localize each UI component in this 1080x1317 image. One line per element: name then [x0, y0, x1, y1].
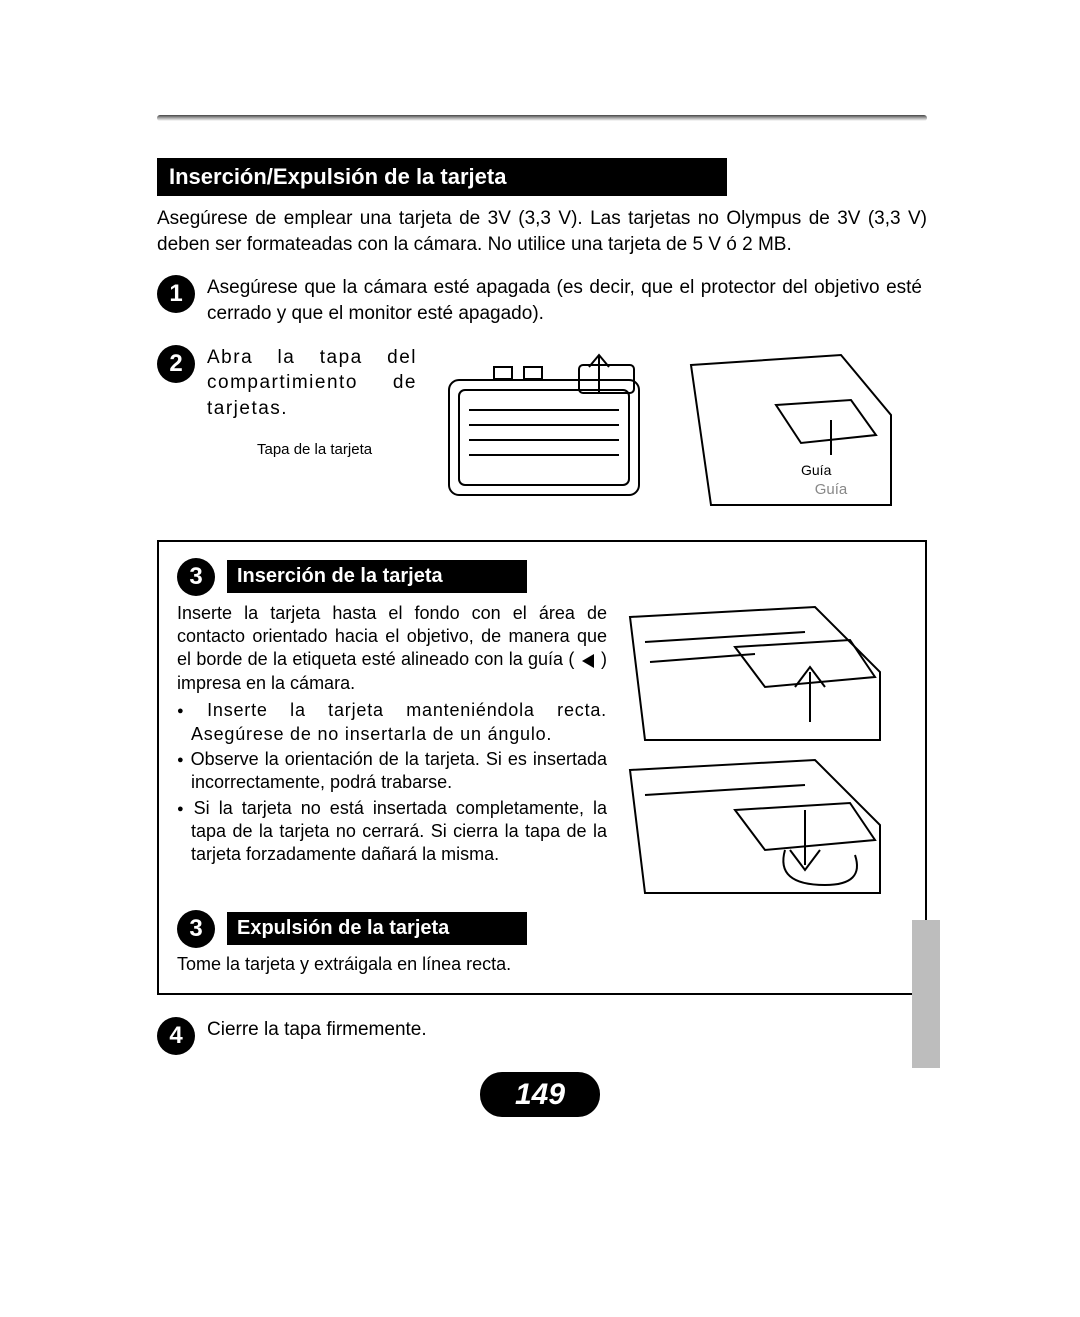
section-title: Inserción/Expulsión de la tarjeta — [157, 158, 727, 196]
insert-bullet-2: Observe la orientación de la tarjeta. Si… — [177, 748, 607, 795]
eject-text: Tome la tarjeta y extráigala en línea re… — [177, 954, 907, 975]
step-1: 1 Asegúrese que la cámara esté apagada (… — [157, 275, 927, 326]
step-1-text: Asegúrese que la cámara esté apagada (es… — [207, 275, 922, 326]
step-number-3b: 3 — [177, 910, 215, 948]
page-content: Inserción/Expulsión de la tarjeta Asegúr… — [157, 110, 927, 1055]
insert-header: 3 Inserción de la tarjeta — [177, 558, 907, 596]
page-number: 149 — [480, 1072, 600, 1117]
eject-header: 3 Expulsión de la tarjeta — [177, 910, 907, 948]
caption-card-cover: Tapa de la tarjeta — [257, 441, 417, 458]
side-thumb-tab — [912, 920, 940, 1068]
intro-paragraph: Asegúrese de emplear una tarjeta de 3V (… — [157, 206, 927, 257]
step-2-row: 2 Abra la tapa del compartimiento de tar… — [157, 345, 927, 515]
insert-bullet-3: Si la tarjeta no está insertada completa… — [177, 797, 607, 867]
insert-text-block: Inserte la tarjeta hasta el fondo con el… — [177, 602, 607, 900]
insert-illustrations — [625, 602, 885, 900]
insert-title: Inserción de la tarjeta — [227, 560, 527, 593]
step-4-text: Cierre la tapa firmemente. — [207, 1017, 427, 1043]
step-number-3a: 3 — [177, 558, 215, 596]
step-2-text: Abra la tapa del compartimiento de tarje… — [207, 345, 417, 422]
insert-intro-text: Inserte la tarjeta hasta el fondo con el… — [177, 603, 607, 693]
step-number-4: 4 — [157, 1017, 195, 1055]
svg-text:Guía: Guía — [801, 462, 832, 478]
step-number-1: 1 — [157, 275, 195, 313]
insert-intro: Inserte la tarjeta hasta el fondo con el… — [177, 602, 607, 696]
card-eject-illustration — [625, 755, 885, 900]
camera-illustration-open-cover — [429, 345, 669, 515]
camera-illustration-guide: Guía Guía — [681, 345, 901, 515]
eject-title: Expulsión de la tarjeta — [227, 912, 527, 945]
card-insert-illustration — [625, 602, 885, 747]
insert-bullet-1: Inserte la tarjeta manteniéndola recta. … — [177, 699, 607, 746]
caption-guide: Guía — [815, 481, 848, 498]
step-number-2: 2 — [157, 345, 195, 383]
step-3-box: 3 Inserción de la tarjeta Inserte la tar… — [157, 540, 927, 995]
step-4: 4 Cierre la tapa firmemente. — [157, 1017, 927, 1055]
